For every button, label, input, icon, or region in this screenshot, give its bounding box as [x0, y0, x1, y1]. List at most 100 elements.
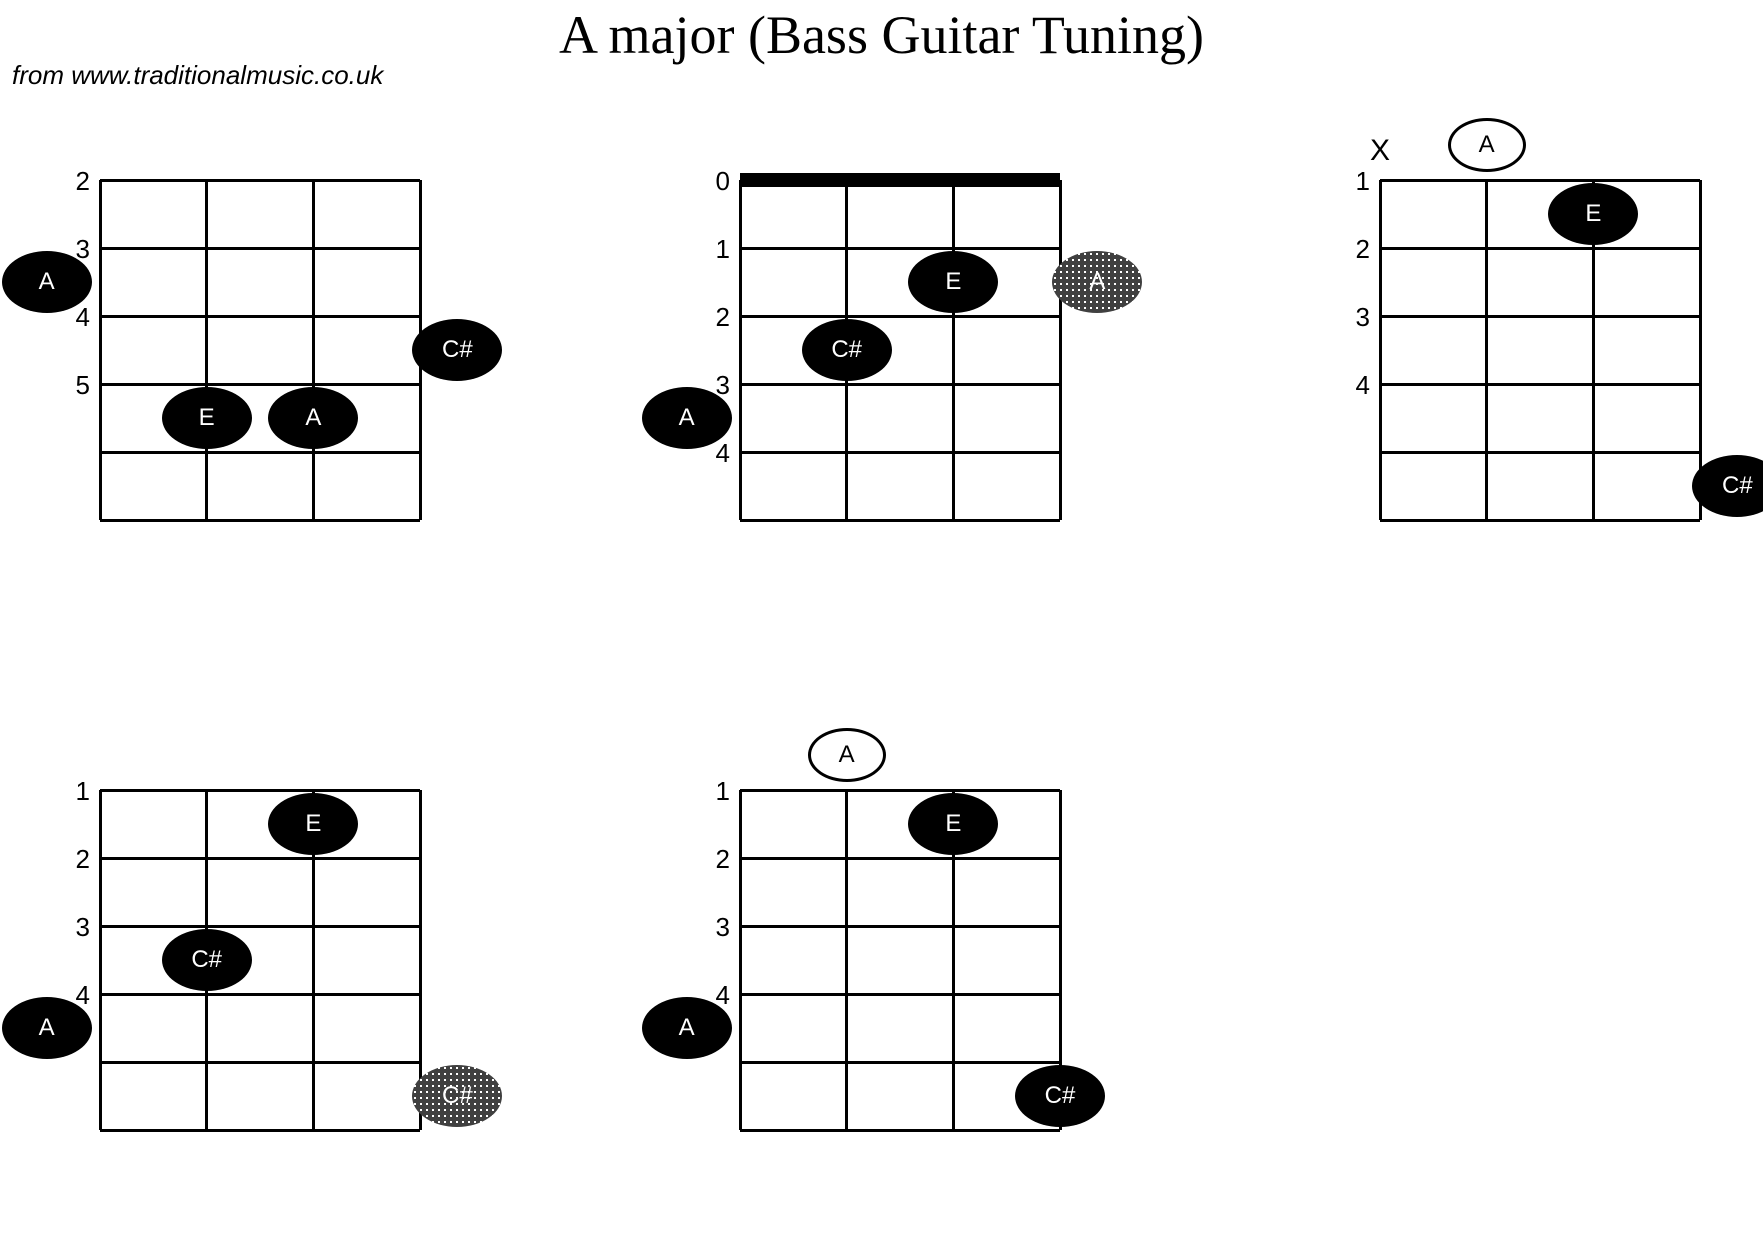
fret-line: [740, 451, 1060, 454]
fret-line: [100, 519, 420, 522]
fretted-note: E: [268, 793, 358, 855]
fret-number: 1: [40, 776, 90, 807]
note-label: C#: [831, 336, 862, 364]
fretted-note: E: [162, 387, 252, 449]
fret-number: 4: [1320, 370, 1370, 401]
string-line: [845, 790, 848, 1130]
fret-number: 0: [680, 166, 730, 197]
fretted-note: E: [908, 251, 998, 313]
string-line: [99, 790, 102, 1130]
note-label: A: [679, 1014, 695, 1042]
fret-line: [100, 925, 420, 928]
note-label: C#: [442, 1082, 473, 1110]
fret-number: 1: [680, 776, 730, 807]
fret-line: [1380, 179, 1700, 182]
chord-diagram: 01234EAC#A: [680, 120, 1120, 560]
string-line: [312, 180, 315, 520]
nut: [740, 173, 1060, 187]
fret-line: [100, 1129, 420, 1132]
fretted-note: C#: [1692, 455, 1763, 517]
fret-line: [740, 519, 1060, 522]
fret-line: [740, 247, 1060, 250]
fretted-note: A: [2, 997, 92, 1059]
chord-diagram: 1 2 3 4 X A E C#: [1320, 120, 1760, 560]
fret-line: [100, 1061, 420, 1064]
open-string-marker: A: [808, 728, 886, 782]
fret-line: [100, 179, 420, 182]
fretted-note: E: [908, 793, 998, 855]
fretted-note: A: [642, 387, 732, 449]
fretted-note: E: [1548, 183, 1638, 245]
diagrams-container: 2345AC#EA01234EAC#A1234XAEC#1234EC#AC#12…: [0, 120, 1763, 1242]
chord-diagram: 1234EC#AC#: [40, 730, 480, 1170]
note-label: E: [945, 810, 961, 838]
fret-line: [100, 451, 420, 454]
fretted-note: A: [642, 997, 732, 1059]
string-line: [99, 180, 102, 520]
diagram-row: 1234EC#AC#1234AEAC#: [0, 730, 1763, 1170]
fret-number: 5: [40, 370, 90, 401]
fret-line: [740, 789, 1060, 792]
fret-line: [740, 1061, 1060, 1064]
mute-marker: X: [1360, 134, 1400, 168]
string-line: [739, 180, 742, 520]
fretted-note: A: [2, 251, 92, 313]
fret-number: 1: [680, 234, 730, 265]
fret-line: [740, 925, 1060, 928]
fret-number: 3: [1320, 302, 1370, 333]
fret-line: [100, 315, 420, 318]
note-label: E: [199, 404, 215, 432]
note-label: C#: [191, 946, 222, 974]
fretted-note: C#: [412, 1065, 502, 1127]
fretted-note: C#: [1015, 1065, 1105, 1127]
chord-diagram: 2345AC#EA: [40, 120, 480, 560]
note-label: A: [679, 404, 695, 432]
fret-line: [740, 857, 1060, 860]
note-label: C#: [442, 336, 473, 364]
fret-line: [1380, 315, 1700, 318]
note-label: E: [1585, 200, 1601, 228]
fret-number: 2: [680, 844, 730, 875]
note-label: C#: [1045, 1082, 1076, 1110]
note-label: A: [305, 404, 321, 432]
note-label: A: [1089, 268, 1105, 296]
note-label: A: [39, 1014, 55, 1042]
page-title: A major (Bass Guitar Tuning): [0, 4, 1763, 66]
fret-number: 2: [40, 844, 90, 875]
string-line: [952, 180, 955, 520]
fret-line: [100, 383, 420, 386]
fret-line: [1380, 383, 1700, 386]
note-label: A: [39, 268, 55, 296]
string-line: [739, 790, 742, 1130]
chord-diagram: 1234AEAC#: [680, 730, 1120, 1170]
fret-line: [1380, 247, 1700, 250]
fret-number: 2: [40, 166, 90, 197]
fret-line: [100, 247, 420, 250]
string-line: [205, 180, 208, 520]
diagram-row: 2345AC#EA01234EAC#A1234XAEC#: [0, 120, 1763, 560]
fret-number: 3: [680, 912, 730, 943]
fret-number: 2: [680, 302, 730, 333]
note-label: C#: [1722, 472, 1753, 500]
fret-number: 2: [1320, 234, 1370, 265]
fret-line: [100, 857, 420, 860]
fret-number: 1: [1320, 166, 1370, 197]
fret-line: [1380, 451, 1700, 454]
fret-line: [740, 1129, 1060, 1132]
attribution: from www.traditionalmusic.co.uk: [12, 60, 383, 91]
fret-line: [740, 383, 1060, 386]
fret-line: [100, 993, 420, 996]
open-string-label: A: [1479, 131, 1495, 159]
string-line: [1379, 180, 1382, 520]
fretted-note: C#: [412, 319, 502, 381]
fretted-note: C#: [162, 929, 252, 991]
fret-line: [740, 993, 1060, 996]
fretted-note: C#: [802, 319, 892, 381]
string-line: [1485, 180, 1488, 520]
fretted-note: A: [268, 387, 358, 449]
open-string-label: A: [839, 741, 855, 769]
note-label: E: [305, 810, 321, 838]
note-label: E: [945, 268, 961, 296]
fret-line: [740, 315, 1060, 318]
fret-line: [1380, 519, 1700, 522]
